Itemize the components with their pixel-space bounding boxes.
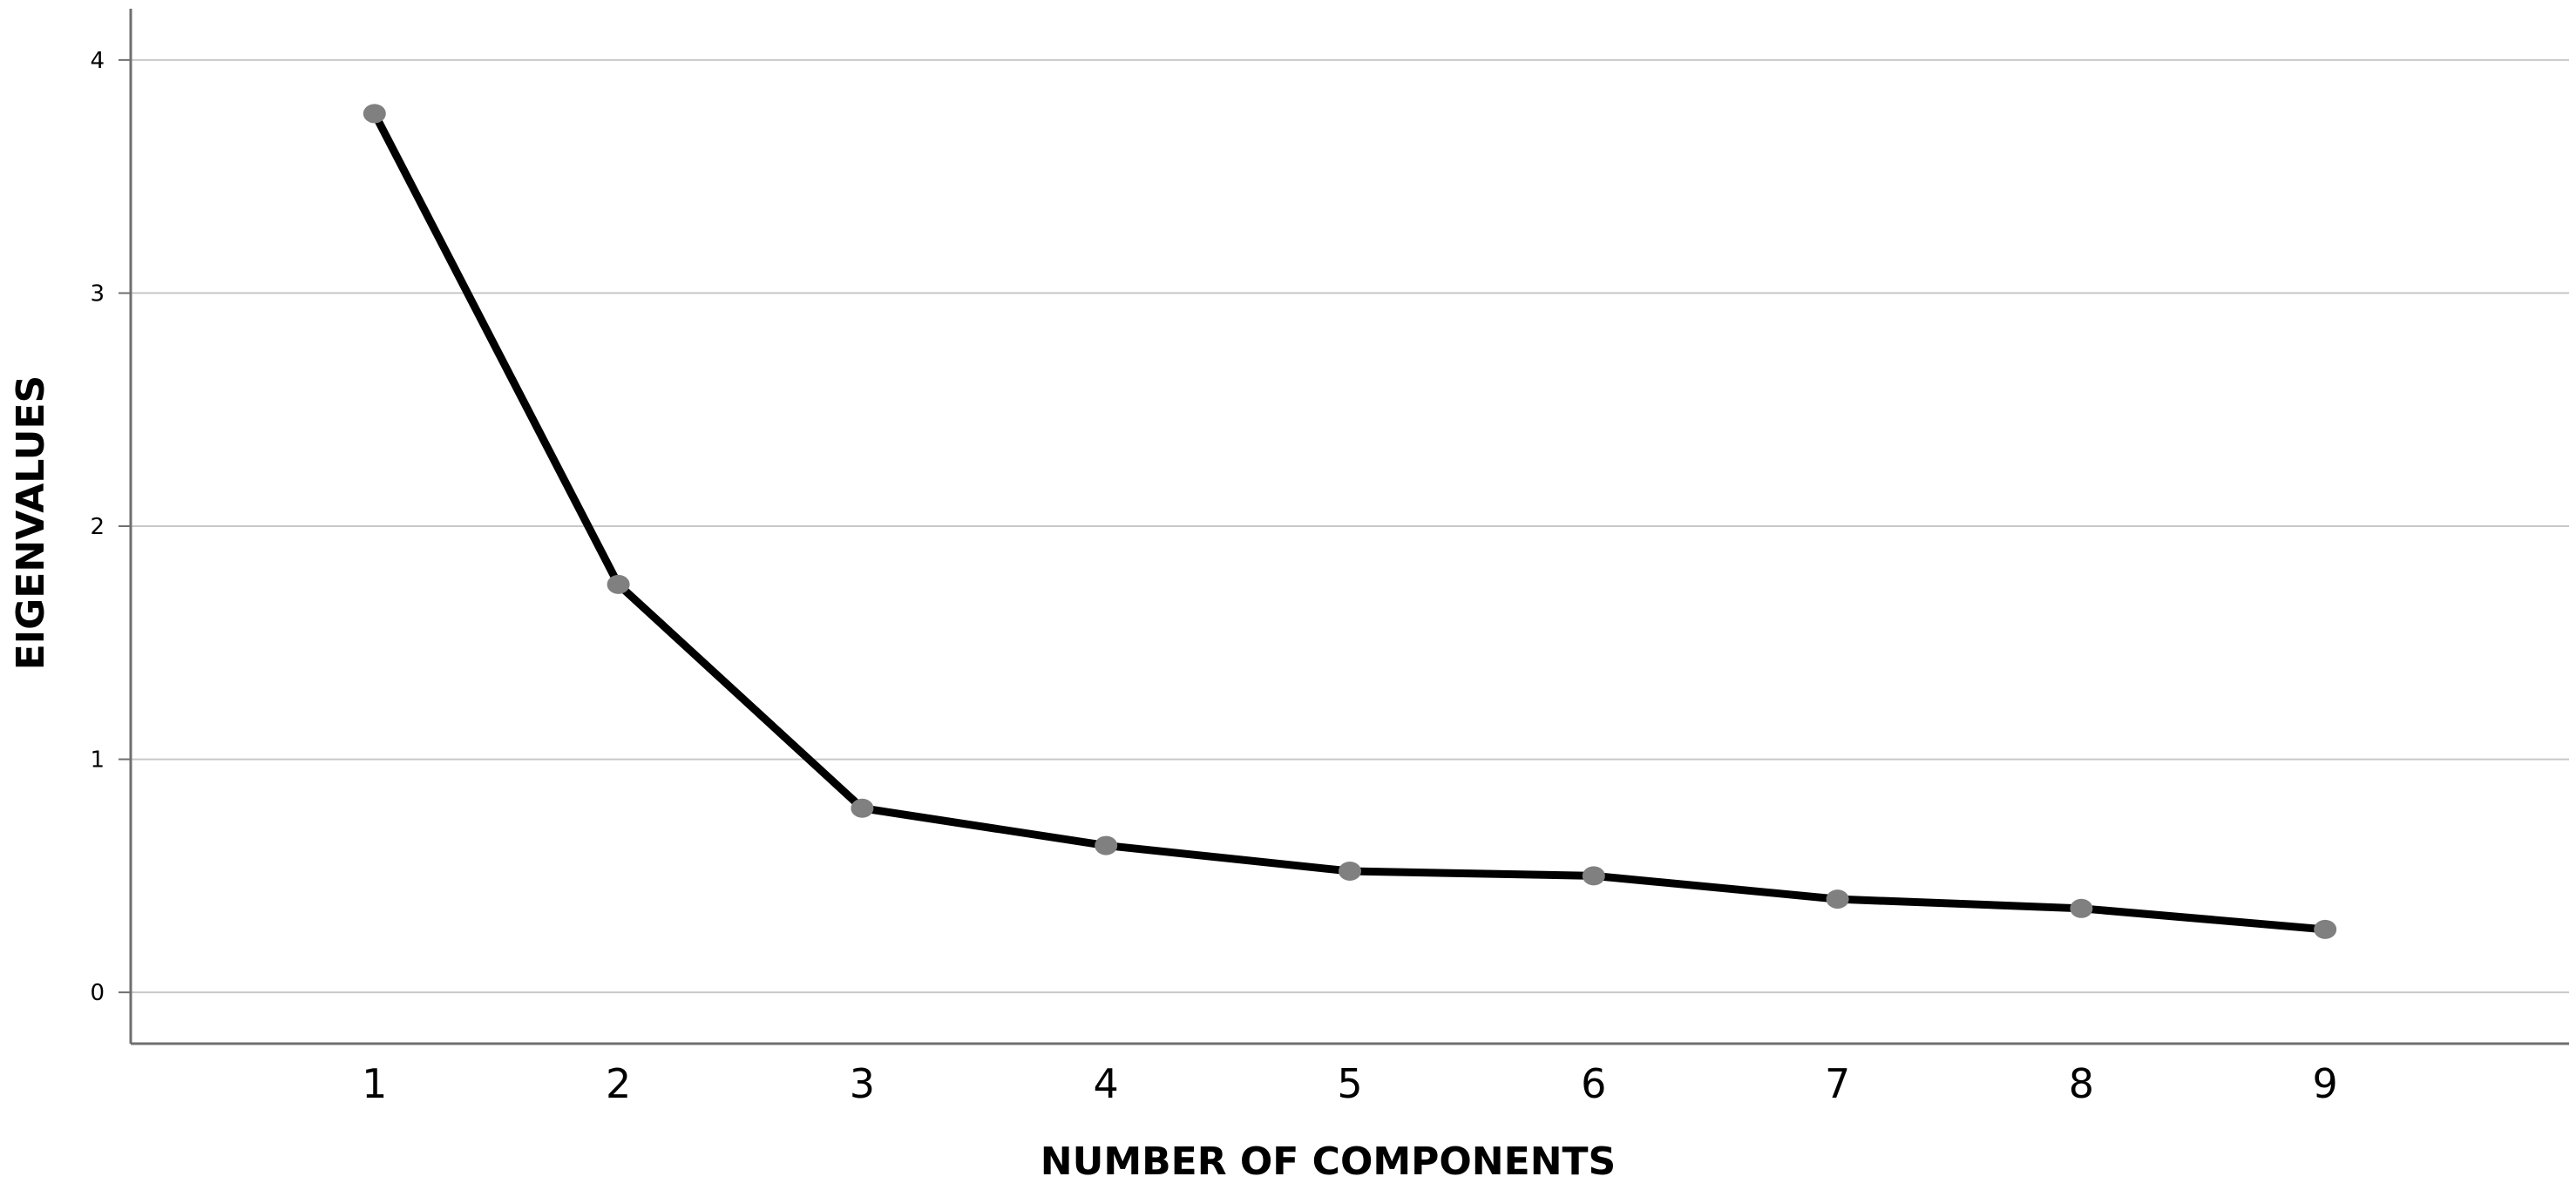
data-point-9 (2314, 919, 2337, 939)
y-tick-label-3: 3 (90, 281, 105, 307)
y-tick-label-1: 1 (90, 747, 105, 774)
data-points (363, 104, 2337, 939)
grid-lines (131, 58, 2569, 994)
x-tick-label-9: 9 (2313, 1060, 2338, 1107)
x-tick-label-3: 3 (850, 1060, 875, 1107)
x-axis-title: NUMBER OF COMPONENTS (1041, 1139, 1616, 1184)
x-tick-labels: 1 2 3 4 5 6 7 8 9 (362, 1060, 2338, 1107)
data-point-3 (851, 798, 874, 818)
x-tick-label-4: 4 (1094, 1060, 1119, 1107)
x-tick-label-7: 7 (1825, 1060, 1850, 1107)
x-tick-label-1: 1 (362, 1060, 387, 1107)
y-tick-label-4: 4 (90, 48, 105, 74)
data-point-7 (1826, 889, 1849, 909)
data-point-4 (1095, 835, 1118, 855)
data-point-1 (363, 104, 386, 124)
series-line-1 (370, 109, 2329, 934)
data-point-2 (607, 574, 630, 594)
y-axis-title: EIGENVALUES (9, 375, 53, 671)
data-point-5 (1339, 862, 1361, 881)
x-tick-label-8: 8 (2069, 1060, 2094, 1107)
x-tick-label-2: 2 (606, 1060, 631, 1107)
y-tick-labels: 0 1 2 3 4 (90, 48, 131, 1006)
series (370, 109, 2329, 934)
x-tick-label-6: 6 (1581, 1060, 1606, 1107)
y-tick-label-2: 2 (90, 514, 105, 540)
data-point-8 (2070, 898, 2093, 918)
data-point-6 (1582, 866, 1605, 886)
x-tick-label-5: 5 (1337, 1060, 1362, 1107)
y-tick-label-0: 0 (90, 980, 105, 1006)
